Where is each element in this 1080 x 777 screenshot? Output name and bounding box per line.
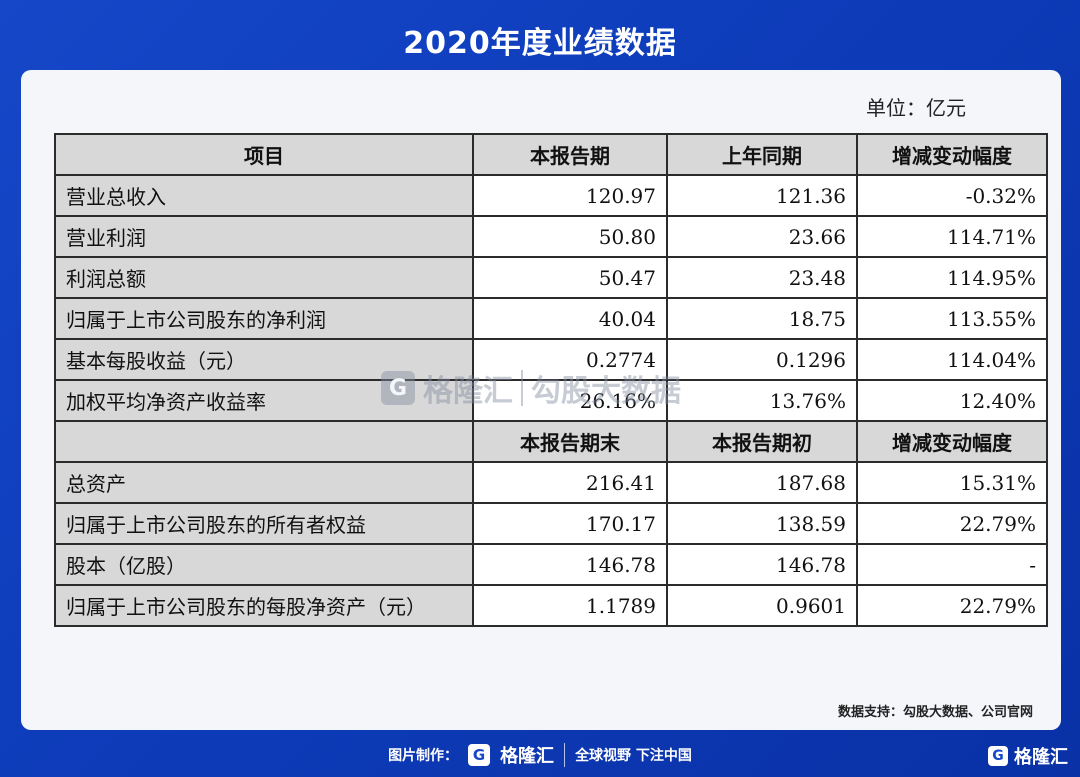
table-row: 归属于上市公司股东的所有者权益 170.17 138.59 22.79% — [54, 502, 1048, 545]
row-label: 加权平均净资产收益率 — [54, 379, 474, 422]
cell-value: 22.79% — [856, 584, 1048, 627]
corner-logo-icon: G — [988, 746, 1008, 766]
header-cell: 本报告期末 — [472, 420, 668, 463]
cell-value: 40.04 — [472, 297, 668, 340]
content-card: 单位：亿元 项目 本报告期 上年同期 增减变动幅度 营业总收入 120.97 1… — [21, 70, 1061, 730]
header-cell: 增减变动幅度 — [856, 133, 1048, 176]
cell-value: - — [856, 543, 1048, 586]
row-label: 营业利润 — [54, 215, 474, 258]
corner-brand: 格隆汇 — [1014, 747, 1068, 768]
cell-value: 15.31% — [856, 461, 1048, 504]
table-row: 归属于上市公司股东的净利润 40.04 18.75 113.55% — [54, 297, 1048, 340]
made-by-label: 图片制作： — [388, 748, 459, 764]
cell-value: 146.78 — [472, 543, 668, 586]
header-cell: 本报告期初 — [666, 420, 858, 463]
cell-value: 113.55% — [856, 297, 1048, 340]
data-source-note: 数据支持：勾股大数据、公司官网 — [837, 705, 1033, 720]
cell-value: 216.41 — [472, 461, 668, 504]
table-row: 基本每股收益（元） 0.2774 0.1296 114.04% — [54, 338, 1048, 381]
row-label: 股本（亿股） — [54, 543, 474, 586]
corner-logo: G 格隆汇 — [988, 743, 1068, 769]
cell-value: 22.79% — [856, 502, 1048, 545]
cell-value: -0.32% — [856, 174, 1048, 217]
cell-value: 138.59 — [666, 502, 858, 545]
unit-label: 单位：亿元 — [866, 96, 966, 120]
performance-table: 项目 本报告期 上年同期 增减变动幅度 营业总收入 120.97 121.36 … — [54, 133, 1048, 627]
table-row: 总资产 216.41 187.68 15.31% — [54, 461, 1048, 504]
cell-value: 146.78 — [666, 543, 858, 586]
cell-value: 23.48 — [666, 256, 858, 299]
table-row: 股本（亿股） 146.78 146.78 - — [54, 543, 1048, 586]
cell-value: 114.71% — [856, 215, 1048, 258]
header-cell: 上年同期 — [666, 133, 858, 176]
table-row: 加权平均净资产收益率 26.16% 13.76% 12.40% — [54, 379, 1048, 422]
table-row: 营业总收入 120.97 121.36 -0.32% — [54, 174, 1048, 217]
table-row: 归属于上市公司股东的每股净资产（元） 1.1789 0.9601 22.79% — [54, 584, 1048, 627]
row-label: 归属于上市公司股东的每股净资产（元） — [54, 584, 474, 627]
cell-value: 114.04% — [856, 338, 1048, 381]
header-cell: 项目 — [54, 133, 474, 176]
row-label: 利润总额 — [54, 256, 474, 299]
cell-value: 12.40% — [856, 379, 1048, 422]
cell-value: 187.68 — [666, 461, 858, 504]
cell-value: 18.75 — [666, 297, 858, 340]
footer: 图片制作： G 格隆汇 全球视野 下注中国 — [0, 740, 1080, 770]
cell-value: 170.17 — [472, 502, 668, 545]
header-cell: 增减变动幅度 — [856, 420, 1048, 463]
cell-value: 13.76% — [666, 379, 858, 422]
page-title: 2020年度业绩数据 — [403, 26, 677, 61]
table-row: 利润总额 50.47 23.48 114.95% — [54, 256, 1048, 299]
cell-value: 114.95% — [856, 256, 1048, 299]
header-cell — [54, 420, 474, 463]
table-row: 营业利润 50.80 23.66 114.71% — [54, 215, 1048, 258]
table-subheader-row: 本报告期末 本报告期初 增减变动幅度 — [54, 420, 1048, 463]
row-label: 基本每股收益（元） — [54, 338, 474, 381]
row-label: 归属于上市公司股东的所有者权益 — [54, 502, 474, 545]
row-label: 营业总收入 — [54, 174, 474, 217]
cell-value: 0.9601 — [666, 584, 858, 627]
cell-value: 120.97 — [472, 174, 668, 217]
footer-slogan: 全球视野 下注中国 — [575, 748, 692, 764]
cell-value: 0.1296 — [666, 338, 858, 381]
row-label: 归属于上市公司股东的净利润 — [54, 297, 474, 340]
cell-value: 26.16% — [472, 379, 668, 422]
row-label: 总资产 — [54, 461, 474, 504]
cell-value: 1.1789 — [472, 584, 668, 627]
brand-logo-icon: G — [468, 744, 491, 766]
header-cell: 本报告期 — [472, 133, 668, 176]
table-header-row: 项目 本报告期 上年同期 增减变动幅度 — [54, 133, 1048, 176]
brand-name: 格隆汇 — [500, 746, 555, 767]
footer-divider — [564, 743, 566, 767]
cell-value: 50.80 — [472, 215, 668, 258]
cell-value: 23.66 — [666, 215, 858, 258]
cell-value: 0.2774 — [472, 338, 668, 381]
cell-value: 121.36 — [666, 174, 858, 217]
cell-value: 50.47 — [472, 256, 668, 299]
